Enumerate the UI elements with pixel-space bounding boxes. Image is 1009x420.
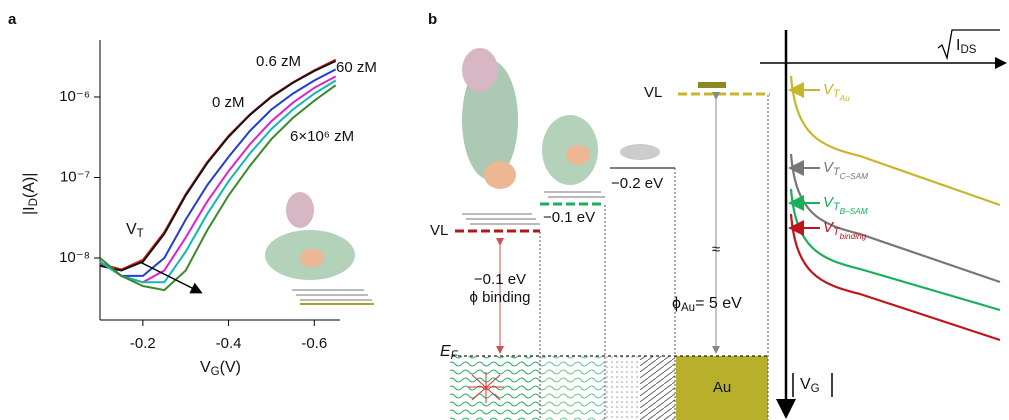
series-line (99, 60, 337, 272)
x-tick-label: -0.4 (216, 335, 242, 352)
threshold-label-part: V (823, 81, 835, 98)
panel-label: a (8, 11, 17, 28)
current-axis-label: IDS (956, 37, 977, 56)
abs-bars (792, 373, 833, 397)
dotted-dividers (539, 95, 769, 420)
substrate-csam-hatch (640, 356, 675, 420)
threshold-label: VTB–SAM (823, 194, 868, 216)
vl-label: VL (430, 222, 448, 239)
gate-axis-label-part: V (800, 376, 811, 393)
gold-electrode (676, 356, 768, 420)
star (468, 372, 504, 403)
threshold-label-part: V (823, 194, 835, 211)
y-axis-title-part: |I (21, 206, 38, 215)
binding-shift: −0.1 eV (474, 271, 526, 288)
approx: ≈ (712, 241, 720, 258)
threshold-label-part: T (833, 166, 841, 178)
graphene (292, 191, 605, 301)
x-axis-title-part: (V) (220, 359, 241, 376)
threshold-label-part: B–SAM (840, 207, 868, 216)
vt-annotation: VT (126, 221, 144, 240)
y-axis-title-part: (A)| (21, 173, 38, 198)
y-tick-label: 10⁻⁷ (60, 168, 90, 185)
threshold-label-part: binding (840, 232, 867, 241)
x-tick-label: -0.2 (130, 335, 156, 352)
threshold-label: VTbinding (823, 219, 867, 241)
x-axis-title-part: G (211, 366, 220, 378)
fermi-label-part: F (451, 350, 459, 362)
work-function-part: Au (681, 302, 695, 314)
x-axis-title-part: V (200, 359, 211, 376)
panel-b-layout (265, 29, 1007, 420)
sqrt-sign (937, 29, 1000, 61)
molecules (265, 48, 660, 280)
y-tick-label: 10⁻⁶ (59, 88, 90, 105)
substrate-csam (605, 356, 640, 420)
series-label: 6×10⁶ zM (290, 128, 354, 145)
work-function-part: ϕ (672, 295, 681, 312)
binding-phi: ϕ binding (470, 289, 531, 306)
threshold-label-part: V (823, 159, 835, 176)
y-axis-title: |ID(A)| (21, 173, 40, 215)
current-axis-label-part: DS (960, 44, 976, 56)
y-axis-title-part: D (28, 198, 40, 206)
series-label: 0 zM (212, 94, 245, 111)
gate-axis-label-part: G (811, 383, 820, 395)
threshold-label-part: T (833, 226, 841, 238)
fermi-label: EF (440, 343, 459, 362)
work-function: ϕAu= 5 eV (672, 295, 742, 314)
vt-annotation-part: V (126, 221, 137, 238)
series-label: 60 zM (336, 59, 377, 76)
threshold-label-part: V (823, 219, 835, 236)
gate-axis-label: VG (800, 376, 820, 395)
series-line (99, 84, 337, 292)
vl-label: VL (644, 84, 662, 101)
work-function-part: = 5 eV (695, 295, 742, 312)
threshold-label-part: T (833, 201, 841, 213)
substrate-bsam (540, 356, 605, 420)
threshold-label-part: T (833, 88, 841, 100)
series-label: 0.6 zM (256, 53, 301, 70)
sam-layer (698, 82, 726, 88)
current-axis-label-part: I (956, 37, 960, 54)
series-line (99, 79, 337, 284)
panel-label: b (428, 11, 437, 28)
substrate-binding (450, 356, 540, 420)
metal-label: Au (713, 379, 731, 396)
threshold-label-part: C–SAM (840, 172, 869, 181)
vt-arrow (139, 261, 203, 294)
x-axis-title: VG(V) (200, 359, 241, 378)
threshold-label: VTC–SAM (823, 159, 868, 181)
x-tick-label: -0.6 (301, 335, 327, 352)
y-tick-label: 10⁻⁸ (59, 249, 90, 266)
threshold-label: VTAu (823, 81, 850, 103)
csam-shift: −0.2 eV (611, 175, 663, 192)
fermi-label-part: E (440, 343, 451, 360)
bsam-shift: −0.1 eV (543, 209, 595, 226)
series-line (99, 68, 337, 277)
threshold-label-part: Au (839, 94, 851, 103)
vt-annotation-part: T (137, 228, 144, 240)
